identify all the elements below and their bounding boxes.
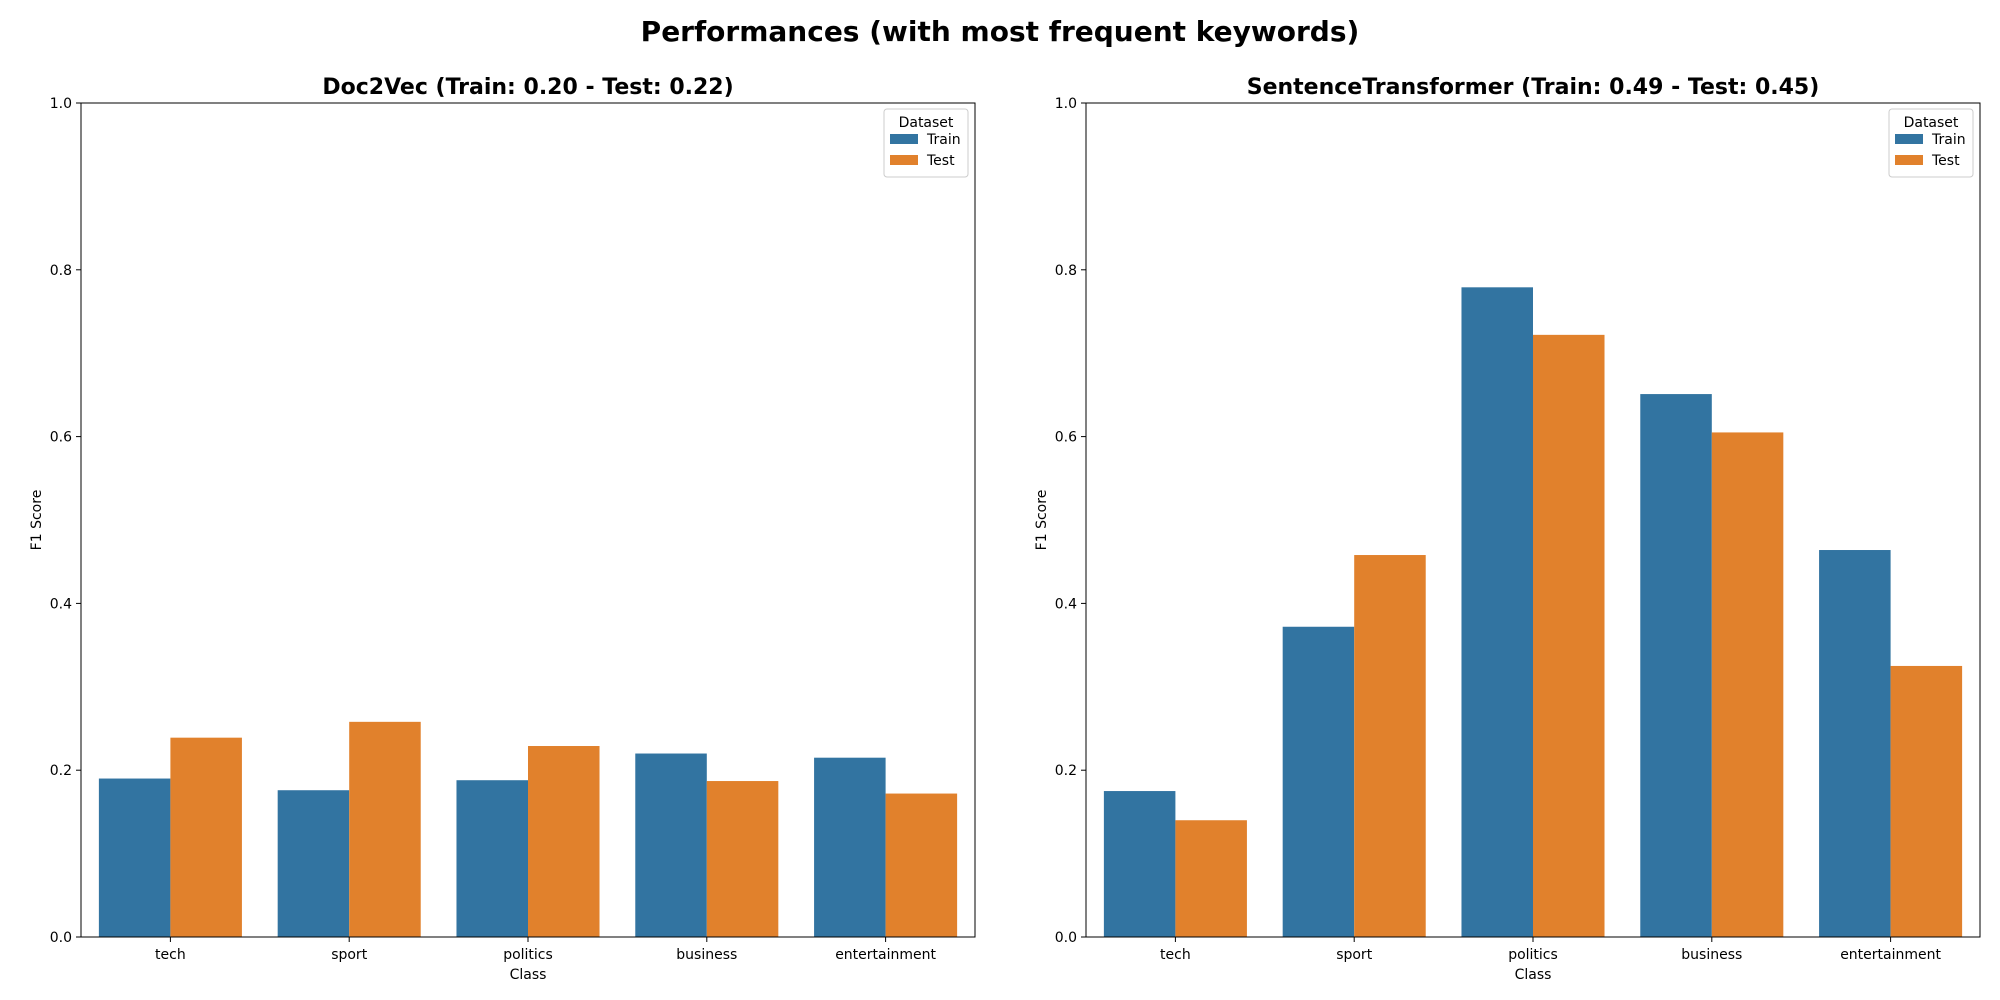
legend-swatch-test: [1895, 155, 1923, 165]
bar-test-sport: [1354, 555, 1426, 937]
subplot-title: SentenceTransformer (Train: 0.49 - Test:…: [1247, 75, 1820, 100]
y-axis-label: F1 Score: [1034, 490, 1050, 551]
bar-train-sport: [277, 790, 350, 937]
bar-test-sport: [349, 721, 421, 937]
x-tick-label: politics: [1508, 947, 1558, 963]
legend: Dataset Train Test: [1888, 108, 1974, 178]
x-tick-label: sport: [331, 947, 368, 963]
x-axis-label: Class: [1515, 967, 1552, 983]
x-tick-label: entertainment: [1840, 947, 1941, 963]
bar-group: [98, 721, 958, 937]
bar-train-tech: [98, 778, 171, 937]
x-tick-label: tech: [1160, 947, 1191, 963]
y-tick-label: 0.2: [50, 763, 72, 779]
bar-group: [1103, 287, 1963, 938]
subplot-doc2vec: Doc2Vec (Train: 0.20 - Test: 0.22) Class…: [29, 75, 976, 983]
y-tick-label: 0.2: [1055, 763, 1077, 779]
bar-train-business: [1640, 394, 1712, 937]
bar-test-politics: [1533, 334, 1605, 938]
y-tick-label: 0.8: [1055, 263, 1077, 279]
bar-train-politics: [456, 780, 528, 937]
legend-title: Dataset: [1904, 115, 1959, 131]
axes-frame: [80, 102, 976, 938]
y-tick-label: 0.6: [50, 430, 72, 446]
bar-train-business: [635, 753, 707, 937]
x-axis-ticks: tech sport politics business entertainment: [155, 937, 937, 963]
y-tick-label: 0.0: [50, 930, 72, 946]
legend-swatch-test: [890, 155, 918, 165]
x-tick-label: politics: [503, 947, 553, 963]
x-tick-label: sport: [1336, 947, 1373, 963]
y-tick-label: 0.4: [50, 596, 72, 612]
subplot-title: Doc2Vec (Train: 0.20 - Test: 0.22): [322, 75, 733, 100]
y-tick-label: 0.4: [1055, 596, 1077, 612]
legend: Dataset Train Test: [883, 108, 969, 178]
x-tick-label: business: [676, 947, 737, 963]
bar-test-politics: [528, 746, 600, 937]
legend-label-test: Test: [926, 153, 955, 169]
x-axis-ticks: tech sport politics business entertainment: [1160, 937, 1942, 963]
bar-train-entertainment: [1819, 550, 1891, 937]
bar-train-politics: [1461, 287, 1533, 937]
legend-label-test: Test: [1931, 153, 1960, 169]
bar-train-tech: [1103, 791, 1176, 937]
bar-train-entertainment: [814, 757, 886, 937]
y-tick-label: 1.0: [50, 96, 72, 112]
y-tick-label: 0.0: [1055, 930, 1077, 946]
y-axis-ticks: 0.0 0.2 0.4 0.6 0.8 1.0: [1055, 96, 1086, 946]
bar-train-sport: [1282, 626, 1355, 937]
bar-test-tech: [1175, 820, 1247, 937]
bar-test-business: [706, 781, 779, 937]
y-tick-label: 1.0: [1055, 96, 1077, 112]
bar-test-entertainment: [1890, 665, 1963, 937]
axes-frame: [1085, 102, 1981, 938]
legend-title: Dataset: [899, 115, 954, 131]
x-tick-label: tech: [155, 947, 186, 963]
legend-swatch-train: [890, 134, 918, 144]
bar-test-tech: [170, 737, 242, 937]
legend-label-train: Train: [1931, 132, 1966, 148]
x-tick-label: business: [1681, 947, 1742, 963]
figure-suptitle: Performances (with most frequent keyword…: [641, 15, 1360, 48]
bar-test-entertainment: [885, 793, 958, 937]
y-axis-ticks: 0.0 0.2 0.4 0.6 0.8 1.0: [50, 96, 81, 946]
x-axis-label: Class: [510, 967, 547, 983]
bar-test-business: [1711, 432, 1784, 937]
legend-swatch-train: [1895, 134, 1923, 144]
subplot-sentencetransformer: SentenceTransformer (Train: 0.49 - Test:…: [1034, 75, 1981, 983]
legend-label-train: Train: [926, 132, 961, 148]
y-axis-label: F1 Score: [29, 490, 45, 551]
y-tick-label: 0.6: [1055, 430, 1077, 446]
x-tick-label: entertainment: [835, 947, 936, 963]
y-tick-label: 0.8: [50, 263, 72, 279]
